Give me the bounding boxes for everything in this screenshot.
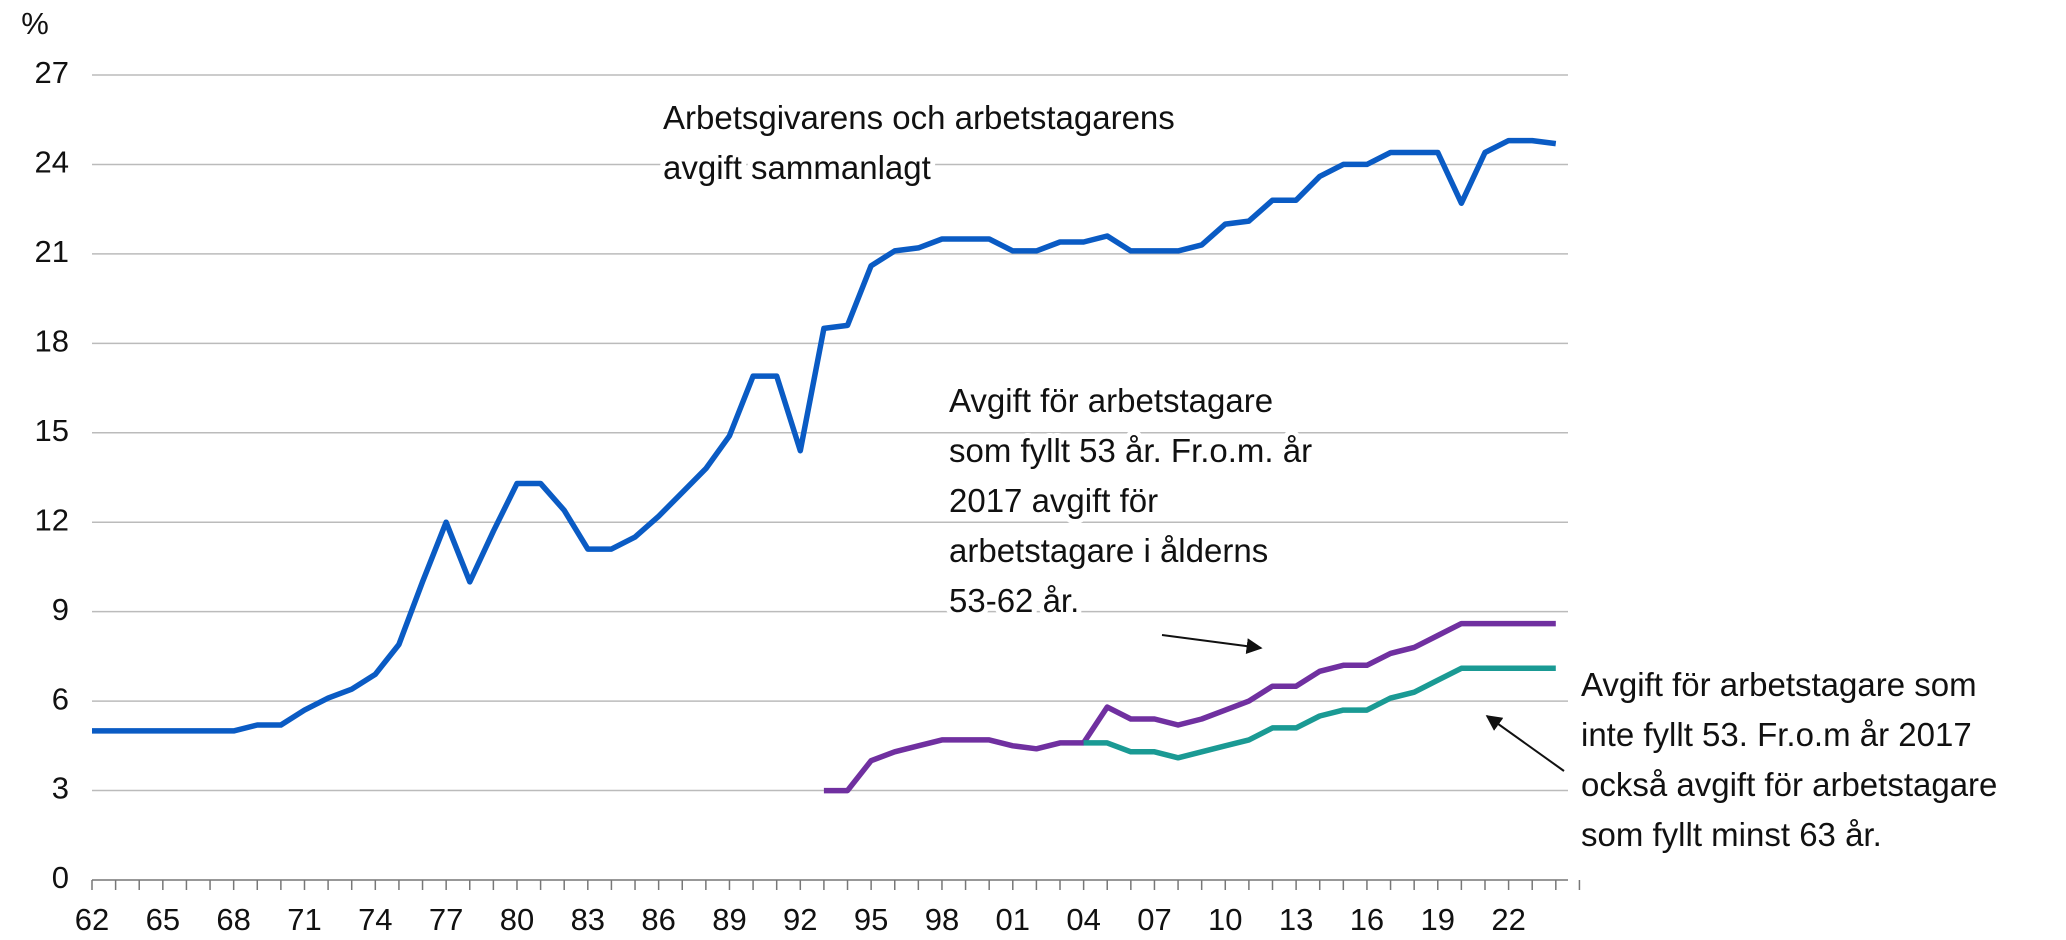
annotation: Avgift för arbetstagare [949, 382, 1273, 419]
annotation: Avgift för arbetstagare som [1581, 666, 1977, 703]
x-tick-label: 80 [500, 902, 534, 937]
y-tick-label: 27 [35, 55, 69, 90]
x-tick-label: 04 [1066, 902, 1100, 937]
x-tick-label: 83 [571, 902, 605, 937]
x-tick-label: 95 [854, 902, 888, 937]
y-tick-label: 6 [52, 681, 69, 716]
annotation: inte fyllt 53. Fr.o.m år 2017 [1581, 716, 1972, 753]
y-tick-label: 24 [35, 145, 69, 180]
annotation: avgift sammanlagt [663, 149, 931, 186]
series-line [823, 620, 1556, 794]
x-tick-label: 86 [641, 902, 675, 937]
series-line [92, 137, 1557, 734]
x-tick-label: 65 [146, 902, 180, 937]
y-tick-label: 0 [52, 860, 69, 895]
y-tick-label: 3 [52, 771, 69, 806]
y-tick-label: 15 [35, 413, 69, 448]
x-tick-label: 77 [429, 902, 463, 937]
x-tick-label: 71 [287, 902, 321, 937]
annotation: också avgift för arbetstagare [1581, 766, 1997, 803]
annotation: som fyllt minst 63 år. [1581, 816, 1882, 853]
x-tick-label: 68 [216, 902, 250, 937]
x-tick-label: 13 [1279, 902, 1313, 937]
annotation: 2017 avgift för [949, 482, 1158, 519]
x-tick-label: 16 [1350, 902, 1384, 937]
x-tick-label: 07 [1137, 902, 1171, 937]
annotation: Arbetsgivarens och arbetstagarens [663, 99, 1175, 136]
x-tick-label: 92 [783, 902, 817, 937]
x-tick-label: 19 [1421, 902, 1455, 937]
x-tick-label: 01 [996, 902, 1030, 937]
annotation: arbetstagare i ålderns [949, 532, 1268, 569]
annotation: 53-62 år. [949, 582, 1079, 619]
x-tick-label: 62 [75, 902, 109, 937]
y-tick-label: 12 [35, 502, 69, 537]
y-tick-label: 18 [35, 324, 69, 359]
y-tick-label: 9 [52, 592, 69, 627]
annotation: som fyllt 53 år. Fr.o.m. år [949, 432, 1312, 469]
x-tick-label: 10 [1208, 902, 1242, 937]
arrow [1485, 715, 1565, 772]
y-tick-label: 21 [35, 234, 69, 269]
x-tick-label: 74 [358, 902, 392, 937]
x-tick-label: 98 [925, 902, 959, 937]
x-tick-label: 89 [712, 902, 746, 937]
y-axis-label: % [21, 6, 49, 41]
x-tick-label: 22 [1491, 902, 1525, 937]
series-line [1083, 665, 1556, 761]
arrow [1161, 634, 1263, 655]
